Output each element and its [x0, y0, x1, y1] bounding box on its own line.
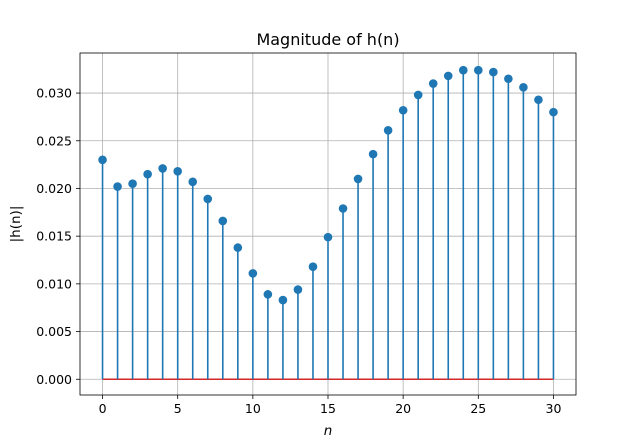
stem-marker — [143, 169, 152, 179]
stem-marker — [474, 65, 483, 75]
x-tick-label: 20 — [395, 401, 411, 416]
y-tick-label: 0.005 — [36, 324, 72, 339]
y-tick-label: 0.000 — [36, 372, 72, 387]
stem-marker — [338, 204, 348, 213]
x-tick-label: 10 — [245, 401, 261, 416]
stem-marker — [128, 179, 137, 188]
stem-marker — [233, 243, 243, 252]
x-tick-label: 5 — [174, 401, 182, 416]
y-tick-label: 0.010 — [36, 276, 72, 291]
stem-marker — [308, 262, 318, 271]
stem-marker — [203, 194, 213, 204]
stem-marker — [158, 164, 167, 173]
x-tick-label: 15 — [320, 401, 336, 416]
stem-marker — [248, 269, 258, 278]
x-axis-label: n — [324, 423, 333, 439]
stem-marker — [218, 216, 228, 226]
y-tick-label: 0.030 — [36, 86, 72, 101]
stem-marker — [534, 95, 543, 105]
x-ticks: 0 5 10 15 20 25 30 — [99, 395, 562, 416]
stem-marker — [398, 105, 408, 115]
x-tick-label: 0 — [99, 401, 107, 416]
markers-group — [98, 65, 558, 305]
stem-marker — [368, 149, 378, 159]
stem-marker — [383, 125, 393, 135]
stem-marker — [504, 74, 513, 84]
stem-marker — [173, 166, 182, 176]
stem-marker — [489, 67, 498, 77]
stem-marker — [113, 182, 122, 191]
stem-marker — [293, 285, 303, 294]
x-tick-label: 25 — [470, 401, 486, 416]
y-tick-label: 0.025 — [36, 133, 72, 148]
stem-marker — [188, 177, 198, 187]
y-ticks: 0.000 0.005 0.010 0.015 0.020 0.025 0.030 — [36, 86, 80, 387]
stem-marker — [263, 290, 273, 299]
stem-marker — [458, 65, 468, 75]
x-tick-label: 30 — [546, 401, 562, 416]
chart-title: Magnitude of h(n) — [256, 30, 399, 49]
stem-marker — [428, 79, 438, 88]
y-tick-label: 0.015 — [36, 229, 72, 244]
stem-marker — [443, 71, 453, 81]
y-axis-label: |h(n)| — [8, 206, 24, 243]
stem-marker — [549, 107, 558, 117]
stem-marker — [413, 90, 423, 100]
stem-marker — [519, 83, 528, 92]
y-tick-label: 0.020 — [36, 181, 72, 196]
stem-marker — [278, 295, 288, 305]
stem-marker — [323, 232, 333, 242]
stems-group — [101, 70, 555, 380]
stem-marker — [353, 174, 363, 184]
stem-marker — [98, 155, 107, 165]
